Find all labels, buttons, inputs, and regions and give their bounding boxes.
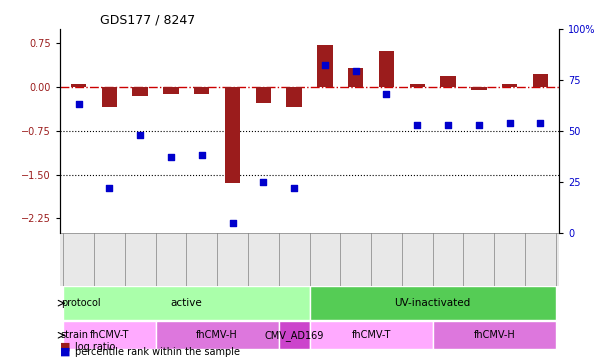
Point <box>166 155 175 160</box>
Point <box>444 122 453 127</box>
Bar <box>255 87 271 103</box>
FancyBboxPatch shape <box>63 321 156 349</box>
FancyBboxPatch shape <box>433 321 556 349</box>
Point <box>105 185 114 191</box>
FancyBboxPatch shape <box>310 321 433 349</box>
FancyBboxPatch shape <box>63 286 310 320</box>
Text: ■: ■ <box>60 347 70 357</box>
Text: fhCMV-T: fhCMV-T <box>352 330 391 340</box>
Bar <box>194 87 209 94</box>
FancyBboxPatch shape <box>279 321 310 349</box>
Point <box>505 120 514 125</box>
Point <box>535 120 545 125</box>
Point <box>412 122 422 127</box>
Bar <box>471 87 487 90</box>
Text: log ratio: log ratio <box>75 342 115 352</box>
Bar <box>102 87 117 107</box>
Point <box>228 220 237 226</box>
Bar <box>379 51 394 87</box>
Bar <box>441 76 456 87</box>
Point <box>351 69 361 74</box>
Bar <box>225 87 240 183</box>
Bar <box>132 87 148 96</box>
Bar <box>348 68 364 87</box>
Text: fhCMV-H: fhCMV-H <box>474 330 515 340</box>
Bar <box>502 84 517 87</box>
Text: fhCMV-T: fhCMV-T <box>90 330 129 340</box>
Point <box>74 101 84 107</box>
Text: ■: ■ <box>60 342 70 352</box>
Text: active: active <box>171 298 202 308</box>
Text: GDS177 / 8247: GDS177 / 8247 <box>100 13 195 26</box>
Text: fhCMV-H: fhCMV-H <box>197 330 238 340</box>
Point <box>289 185 299 191</box>
Text: percentile rank within the sample: percentile rank within the sample <box>75 347 240 357</box>
Bar <box>163 87 178 94</box>
Point <box>197 152 207 158</box>
Point <box>320 62 330 68</box>
Point <box>258 179 268 185</box>
Text: CMV_AD169: CMV_AD169 <box>264 330 324 341</box>
Point <box>382 91 391 97</box>
Bar <box>317 45 332 87</box>
Bar <box>71 84 87 87</box>
Bar <box>532 74 548 87</box>
Text: strain: strain <box>61 330 89 340</box>
Point <box>474 122 484 127</box>
Point <box>135 132 145 138</box>
Text: UV-inactivated: UV-inactivated <box>395 298 471 308</box>
FancyBboxPatch shape <box>156 321 279 349</box>
FancyBboxPatch shape <box>310 286 556 320</box>
Text: protocol: protocol <box>61 298 100 308</box>
Bar <box>287 87 302 107</box>
Bar <box>410 84 425 87</box>
